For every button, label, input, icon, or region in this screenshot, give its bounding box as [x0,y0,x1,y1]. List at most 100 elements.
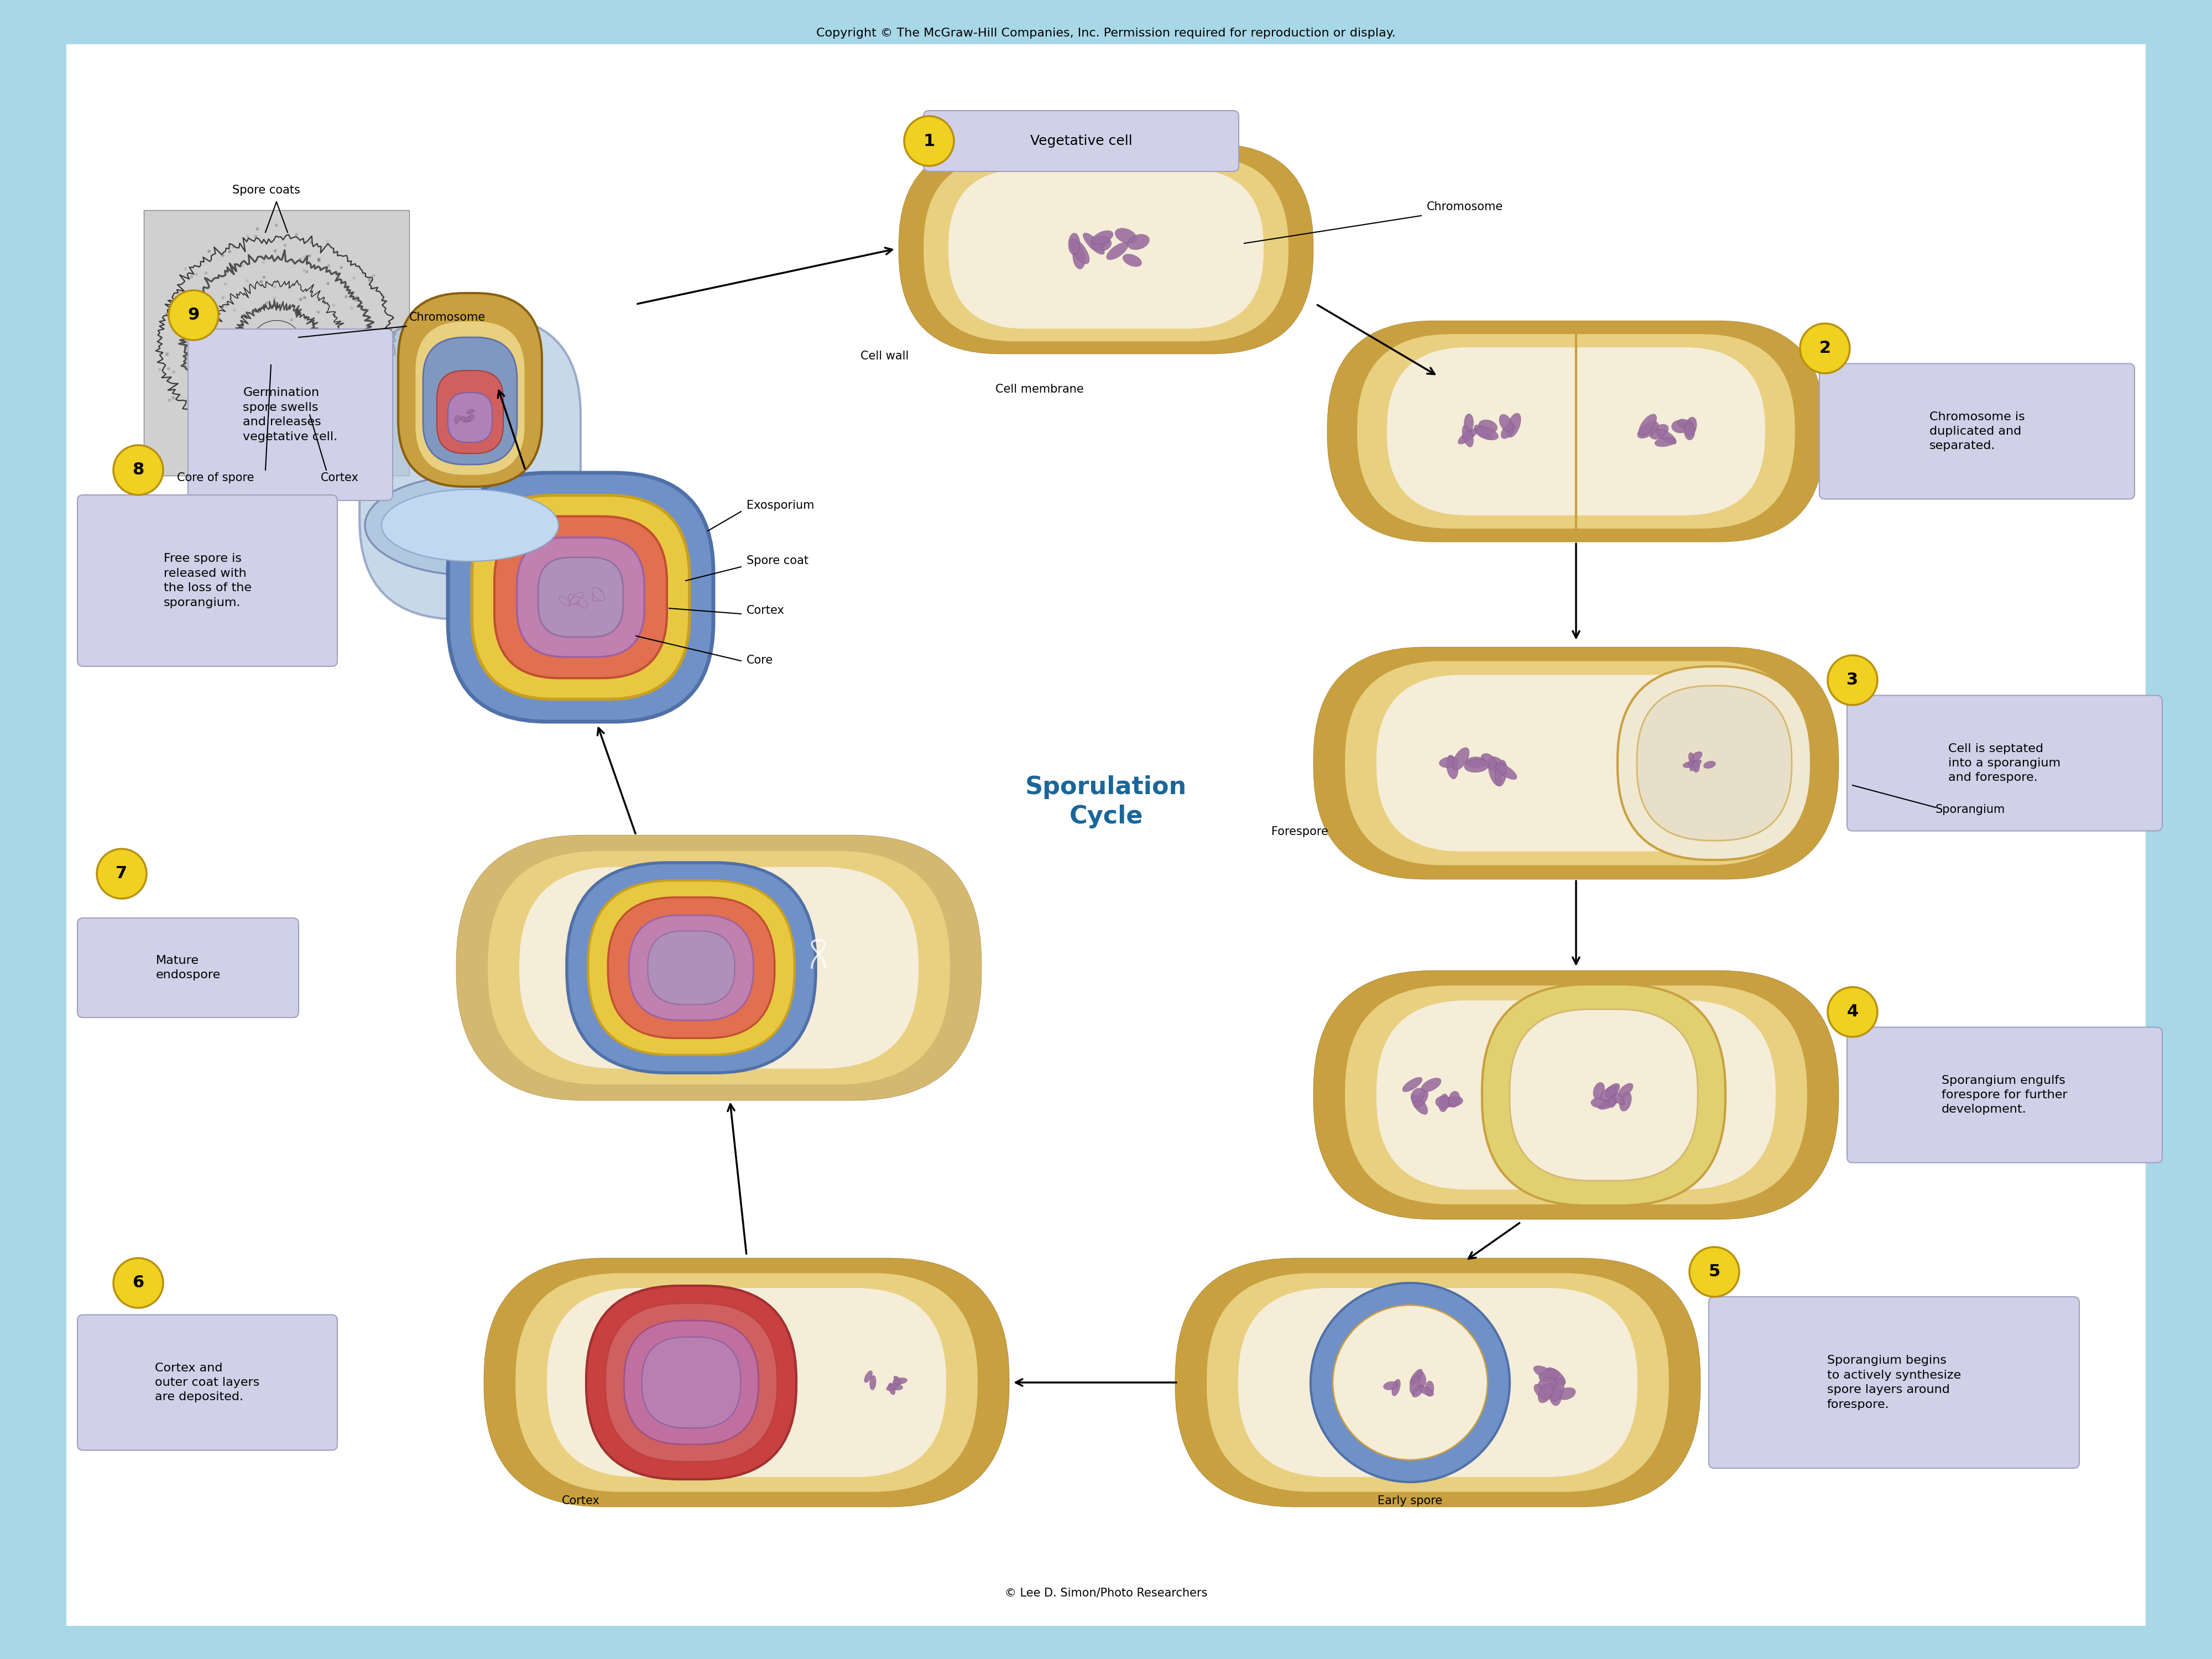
Ellipse shape [453,415,460,423]
FancyBboxPatch shape [518,538,644,657]
Ellipse shape [593,589,602,601]
Circle shape [241,388,246,392]
Circle shape [175,375,177,378]
Circle shape [265,458,268,461]
Circle shape [296,443,299,446]
Text: Cell is septated
into a sporangium
and forespore.: Cell is septated into a sporangium and f… [1949,743,2062,783]
Circle shape [268,267,270,270]
Circle shape [188,337,190,340]
Circle shape [281,392,285,395]
Ellipse shape [1688,761,1699,766]
Circle shape [157,340,159,343]
Text: Sporulation
Cycle: Sporulation Cycle [1024,775,1188,828]
Ellipse shape [1093,231,1113,244]
Circle shape [1801,324,1849,373]
Circle shape [336,353,341,357]
Ellipse shape [1537,1384,1553,1404]
Ellipse shape [1464,413,1473,431]
Text: Sporangium engulfs
forespore for further
development.: Sporangium engulfs forespore for further… [1942,1075,2068,1115]
Circle shape [383,372,387,375]
FancyBboxPatch shape [949,169,1263,328]
FancyBboxPatch shape [1637,685,1792,841]
Text: Germination
spore swells
and releases
vegetative cell.: Germination spore swells and releases ve… [243,387,338,443]
Circle shape [241,392,243,395]
FancyBboxPatch shape [608,898,774,1039]
Circle shape [290,227,292,231]
Circle shape [307,299,312,302]
Circle shape [310,370,312,373]
Ellipse shape [1533,1365,1555,1379]
Text: 2: 2 [1818,340,1832,357]
Circle shape [204,259,208,262]
FancyBboxPatch shape [398,294,542,486]
Ellipse shape [1495,760,1506,786]
Circle shape [274,355,279,358]
Circle shape [349,317,352,320]
Circle shape [177,342,181,345]
Ellipse shape [1478,420,1498,433]
Ellipse shape [1409,1369,1422,1385]
Circle shape [188,270,190,274]
FancyBboxPatch shape [520,868,918,1068]
Ellipse shape [1124,254,1141,267]
Ellipse shape [1409,1375,1420,1394]
Text: Cortex: Cortex [562,1495,599,1506]
Text: 3: 3 [1847,672,1858,688]
Circle shape [1332,1306,1486,1460]
Circle shape [226,294,230,297]
Circle shape [312,330,314,333]
FancyBboxPatch shape [925,156,1287,342]
Circle shape [330,370,334,373]
Text: Cortex: Cortex [321,473,358,483]
Text: 1: 1 [922,133,936,149]
Circle shape [274,237,276,241]
Circle shape [316,234,319,237]
Circle shape [197,299,199,302]
Text: Cortex and
outer coat layers
are deposited.: Cortex and outer coat layers are deposit… [155,1362,259,1402]
Circle shape [226,395,228,398]
Ellipse shape [1703,761,1717,768]
FancyBboxPatch shape [648,931,734,1005]
Circle shape [173,335,175,338]
Text: Spore coats: Spore coats [232,184,301,196]
Text: 4: 4 [1847,1004,1858,1020]
Circle shape [173,408,177,411]
FancyBboxPatch shape [1345,985,1807,1204]
Ellipse shape [1425,1380,1433,1397]
Circle shape [274,426,276,430]
Text: Exosporium: Exosporium [748,499,814,511]
FancyBboxPatch shape [1358,333,1796,529]
Ellipse shape [1608,1092,1617,1108]
Polygon shape [265,333,288,353]
Text: 8: 8 [133,461,144,478]
Text: Sporangium begins
to actively synthesize
spore layers around
forespore.: Sporangium begins to actively synthesize… [1827,1355,1962,1410]
Ellipse shape [465,415,476,421]
Circle shape [197,333,199,337]
Circle shape [294,358,296,362]
Circle shape [321,338,323,342]
FancyBboxPatch shape [188,328,394,501]
Circle shape [905,116,953,166]
Circle shape [212,287,217,290]
Text: Chromosome is
duplicated and
separated.: Chromosome is duplicated and separated. [1929,411,2024,451]
Ellipse shape [894,1377,907,1384]
Ellipse shape [1593,1082,1604,1098]
Circle shape [334,375,338,378]
Circle shape [334,241,336,244]
Text: Early spore: Early spore [1378,1495,1442,1506]
Ellipse shape [1447,755,1458,778]
FancyBboxPatch shape [1208,1272,1670,1491]
FancyBboxPatch shape [447,393,491,443]
Circle shape [343,305,347,309]
Circle shape [259,426,261,430]
Circle shape [232,325,234,328]
Ellipse shape [1420,1078,1442,1092]
Circle shape [378,325,383,328]
Ellipse shape [1411,1384,1425,1397]
Circle shape [113,1258,164,1307]
Text: 6: 6 [133,1274,144,1291]
Ellipse shape [1489,757,1506,776]
Circle shape [1310,1282,1509,1481]
Circle shape [354,277,356,280]
Circle shape [356,403,361,406]
